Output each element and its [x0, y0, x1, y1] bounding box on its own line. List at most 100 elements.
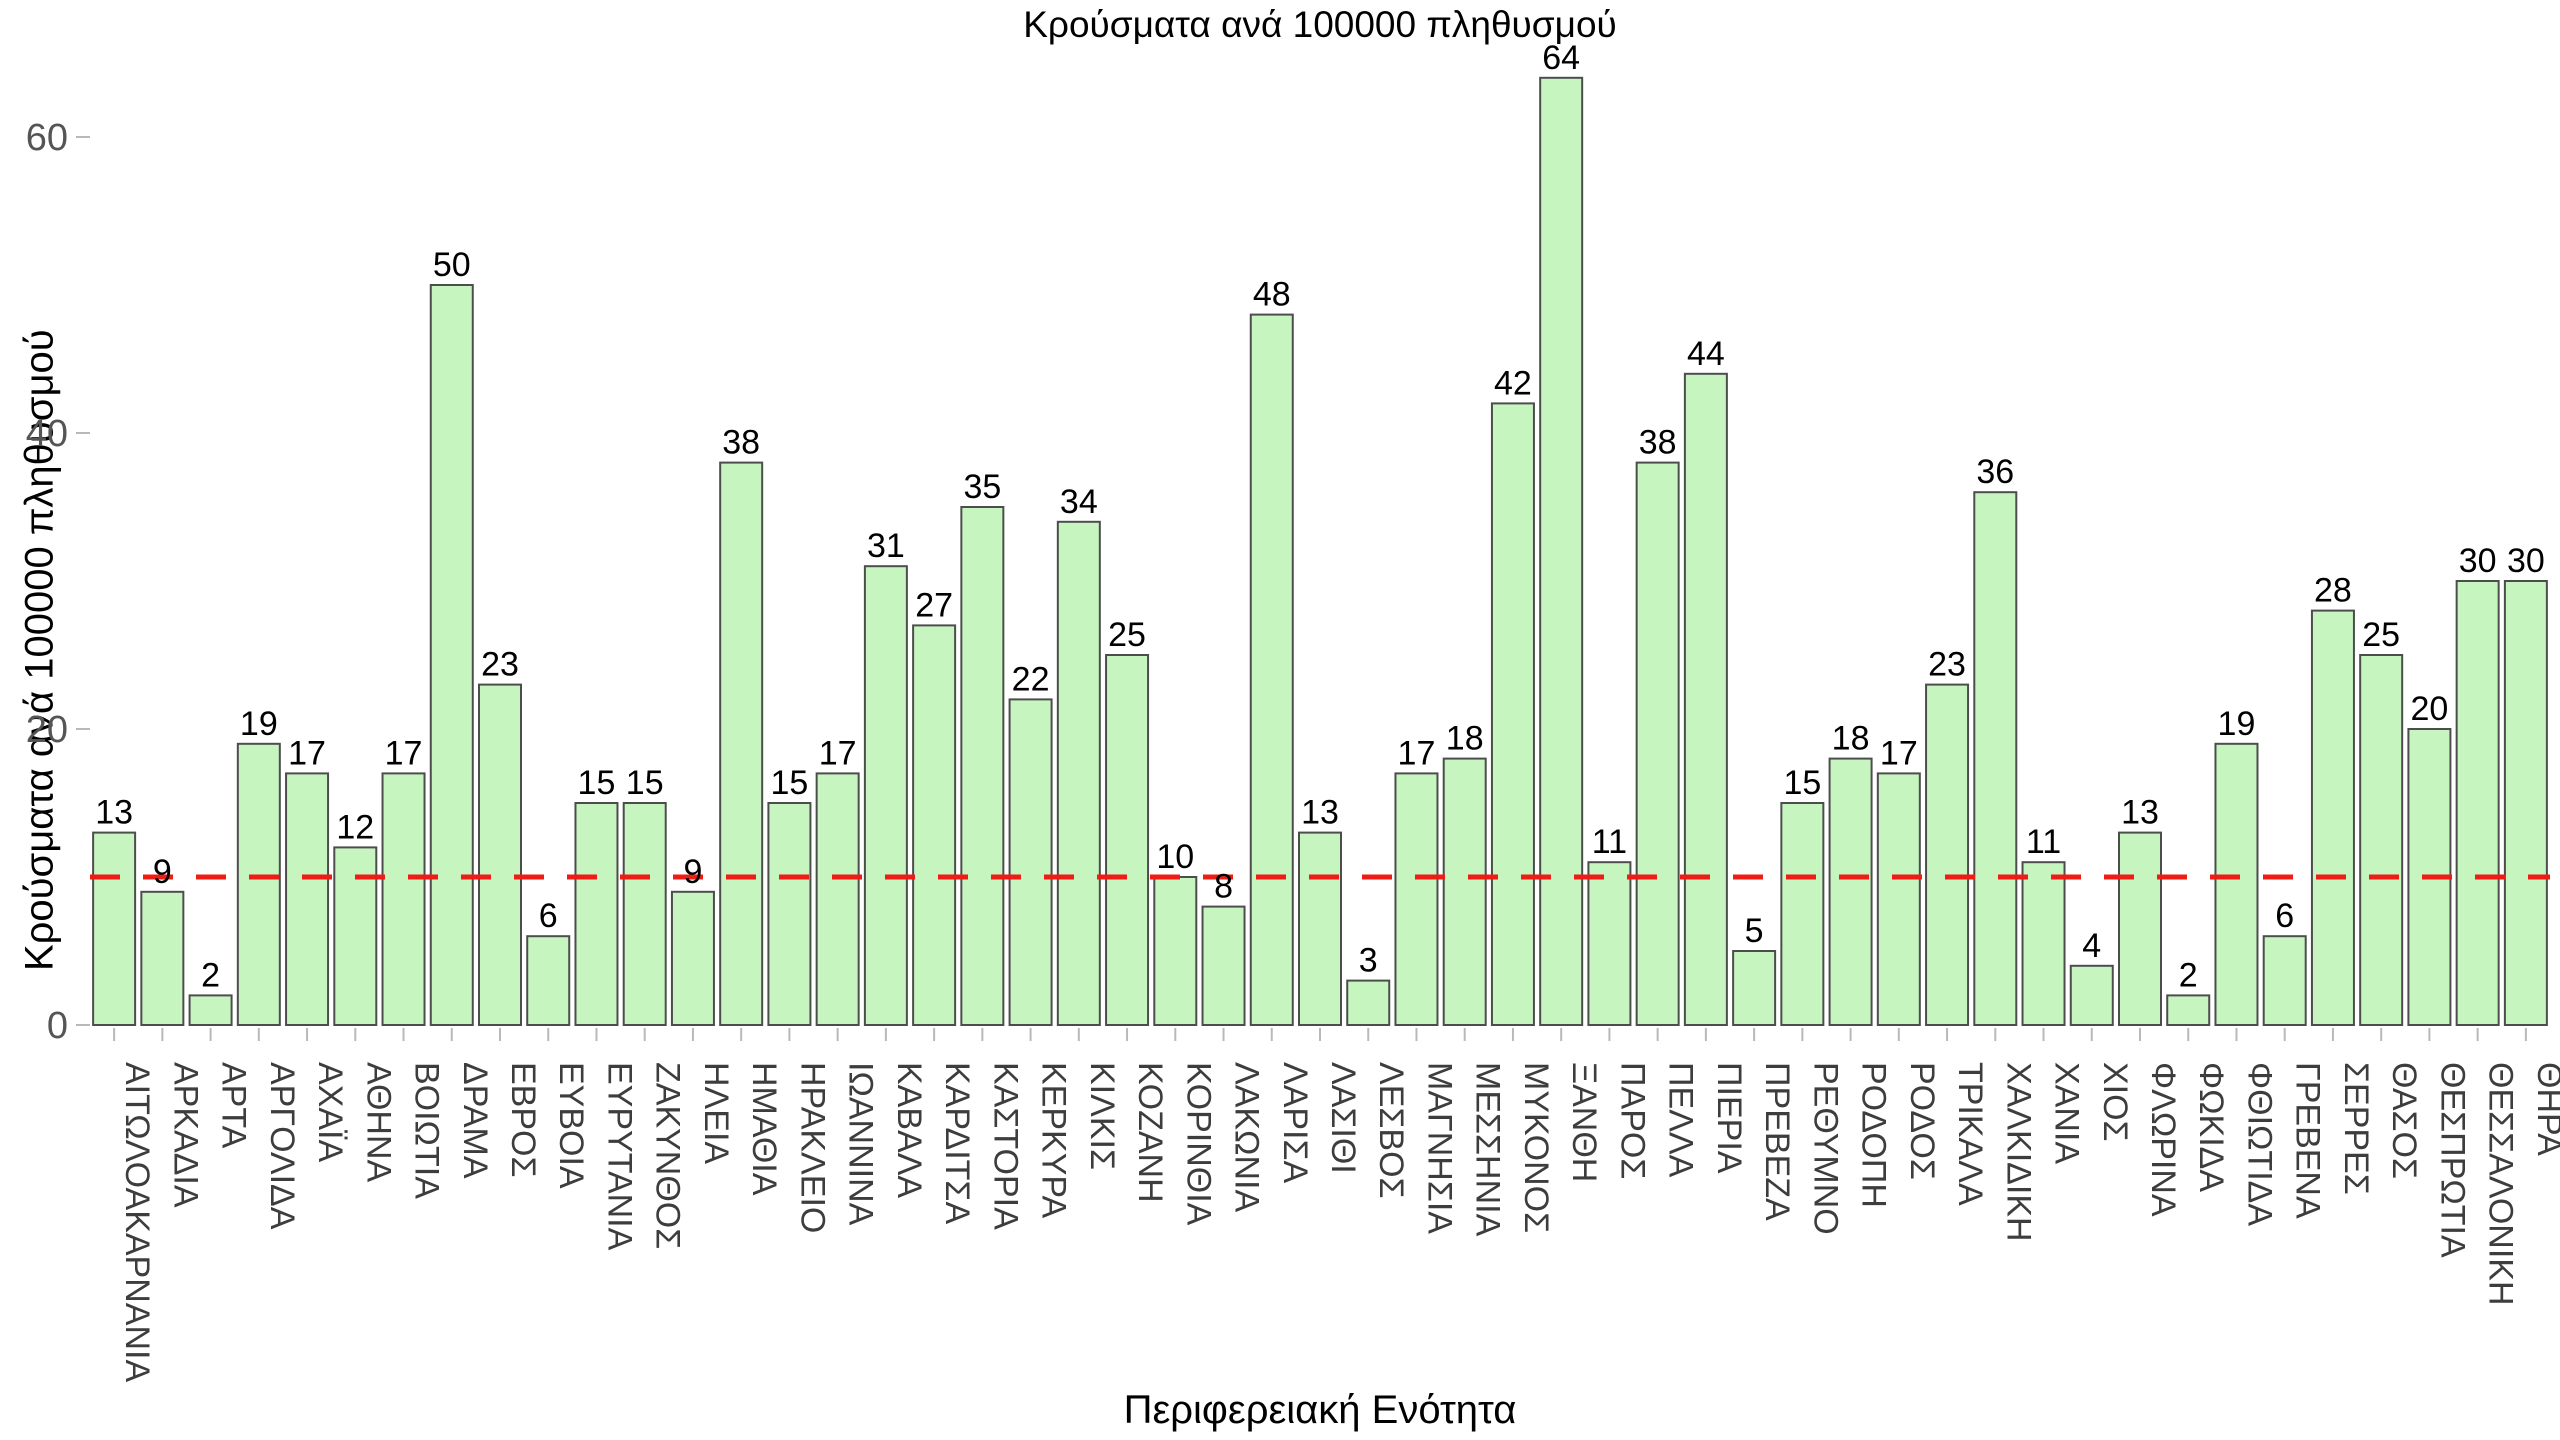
bar-value-label: 13: [2121, 794, 2159, 832]
bar-value-label: 42: [1494, 364, 1532, 402]
x-tick-label: ΛΑΣΙΘΙ: [1324, 1062, 1362, 1174]
bar-value-label: 6: [2275, 897, 2294, 935]
x-tick-label: ΚΑΣΤΟΡΙΑ: [986, 1062, 1024, 1230]
x-tick-label: ΑΙΤΩΛΟΑΚΑΡΝΑΝΙΑ: [118, 1062, 156, 1382]
bar: [2310, 609, 2355, 1026]
bar-value-label: 12: [336, 808, 374, 846]
bar: [1394, 772, 1439, 1027]
bar-value-label: 18: [1832, 720, 1870, 758]
bar-value-label: 17: [288, 734, 326, 772]
bar-value-label: 15: [578, 764, 616, 802]
bar: [333, 846, 378, 1027]
bar-value-label: 28: [2314, 572, 2352, 610]
x-tick-label: ΜΥΚΟΝΟΣ: [1517, 1062, 1555, 1233]
x-tick-label: ΜΑΓΝΗΣΙΑ: [1420, 1062, 1458, 1234]
x-tick-label: ΕΥΡΥΤΑΝΙΑ: [600, 1062, 638, 1251]
bar-value-label: 8: [1214, 868, 1233, 906]
bar: [1587, 861, 1632, 1027]
bar: [2021, 861, 2066, 1027]
x-tick-label: ΕΥΒΟΙΑ: [552, 1062, 590, 1189]
x-tick-label: ΦΛΩΡΙΝΑ: [2144, 1062, 2182, 1217]
bar: [622, 802, 667, 1026]
bar: [478, 683, 522, 1026]
bar-value-label: 23: [481, 646, 519, 684]
bar-value-label: 19: [2218, 705, 2256, 743]
bar-value-label: 3: [1359, 942, 1378, 980]
bar-value-label: 50: [433, 246, 471, 284]
x-tick-label: ΓΡΕΒΕΝΑ: [2289, 1062, 2327, 1219]
bar-value-label: 17: [385, 734, 423, 772]
bar: [2214, 742, 2259, 1026]
bar-value-label: 35: [963, 468, 1001, 506]
bar: [1635, 461, 1680, 1027]
bar-value-label: 30: [2507, 542, 2545, 580]
bar: [1683, 372, 1728, 1026]
bar: [1973, 491, 2018, 1026]
x-tick-label: ΚΕΡΚΥΡΑ: [1035, 1062, 1073, 1219]
bar-value-label: 44: [1687, 335, 1725, 373]
bar-value-label: 4: [2082, 927, 2101, 965]
bar: [140, 890, 185, 1026]
bar: [960, 506, 1005, 1026]
bar-value-label: 2: [201, 956, 220, 994]
bar-value-label: 2: [2179, 956, 2198, 994]
bar: [1442, 757, 1487, 1026]
x-tick-label: ΧΙΟΣ: [2096, 1062, 2134, 1142]
bar: [285, 772, 330, 1027]
bar-value-label: 34: [1060, 483, 1098, 521]
bar: [1925, 683, 1970, 1026]
bar-value-label: 11: [1592, 823, 1627, 861]
bar: [2262, 935, 2307, 1027]
bar-value-label: 38: [722, 424, 760, 462]
bar: [1201, 905, 1246, 1026]
bar-value-label: 15: [626, 764, 664, 802]
bar-value-label: 64: [1542, 39, 1580, 77]
x-tick-label: ΤΡΙΚΑΛΑ: [1951, 1062, 1989, 1206]
bar-value-label: 20: [2410, 690, 2448, 728]
bar-value-label: 9: [683, 853, 702, 891]
y-tick-label: 40: [26, 413, 68, 455]
chart-title: Κρούσματα ανά 100000 πληθυσμού: [1023, 4, 1617, 45]
x-tick-label: ΞΑΝΘΗ: [1565, 1062, 1603, 1182]
x-tick-label: ΘΕΣΣΑΛΟΝΙΚΗ: [2482, 1062, 2520, 1306]
x-tick-label: ΘΕΣΠΡΩΤΙΑ: [2433, 1062, 2471, 1258]
x-tick-label: ΡΟΔΟΠΗ: [1855, 1062, 1893, 1208]
bar: [2503, 580, 2548, 1026]
bar-value-label: 5: [1745, 912, 1764, 950]
bar-value-label: 13: [95, 794, 133, 832]
bar: [188, 994, 233, 1027]
x-tick-label: ΗΡΑΚΛΕΙΟ: [793, 1062, 831, 1233]
bar-value-label: 6: [539, 897, 558, 935]
x-tick-label: ΠΑΡΟΣ: [1613, 1062, 1651, 1179]
x-tick-label: ΚΟΡΙΝΘΙΑ: [1179, 1062, 1217, 1226]
x-tick-label: ΛΑΡΙΣΑ: [1276, 1062, 1314, 1184]
bar: [1298, 831, 1342, 1026]
bar-value-label: 48: [1253, 276, 1291, 314]
bar: [719, 461, 764, 1027]
bar-value-label: 36: [1976, 453, 2014, 491]
x-tick-label: ΔΡΑΜΑ: [456, 1062, 494, 1179]
x-tick-label: ΕΒΡΟΣ: [504, 1062, 542, 1178]
bar: [429, 284, 474, 1026]
bar-value-label: 25: [1108, 616, 1146, 654]
x-tick-label: ΗΜΑΘΙΑ: [745, 1062, 783, 1196]
x-tick-label: ΠΙΕΡΙΑ: [1710, 1062, 1748, 1174]
bar: [1876, 772, 1921, 1027]
x-axis-title: Περιφερειακή Ενότητα: [1123, 1388, 1517, 1432]
bar-value-label: 17: [1398, 734, 1436, 772]
bar: [236, 742, 281, 1026]
bar: [1490, 402, 1535, 1026]
bar: [1249, 313, 1294, 1027]
bar: [670, 890, 715, 1026]
bar: [1153, 876, 1198, 1026]
x-tick-label: ΚΟΖΑΝΗ: [1131, 1062, 1169, 1203]
bar: [526, 935, 571, 1027]
bar-value-label: 15: [1783, 764, 1821, 802]
x-tick-label: ΘΑΣΟΣ: [2385, 1062, 2423, 1179]
y-tick-label: 0: [47, 1005, 68, 1047]
bar: [1780, 802, 1825, 1026]
y-tick-label: 60: [26, 117, 68, 159]
x-tick-label: ΛΕΣΒΟΣ: [1372, 1062, 1410, 1199]
bar: [2359, 654, 2404, 1026]
